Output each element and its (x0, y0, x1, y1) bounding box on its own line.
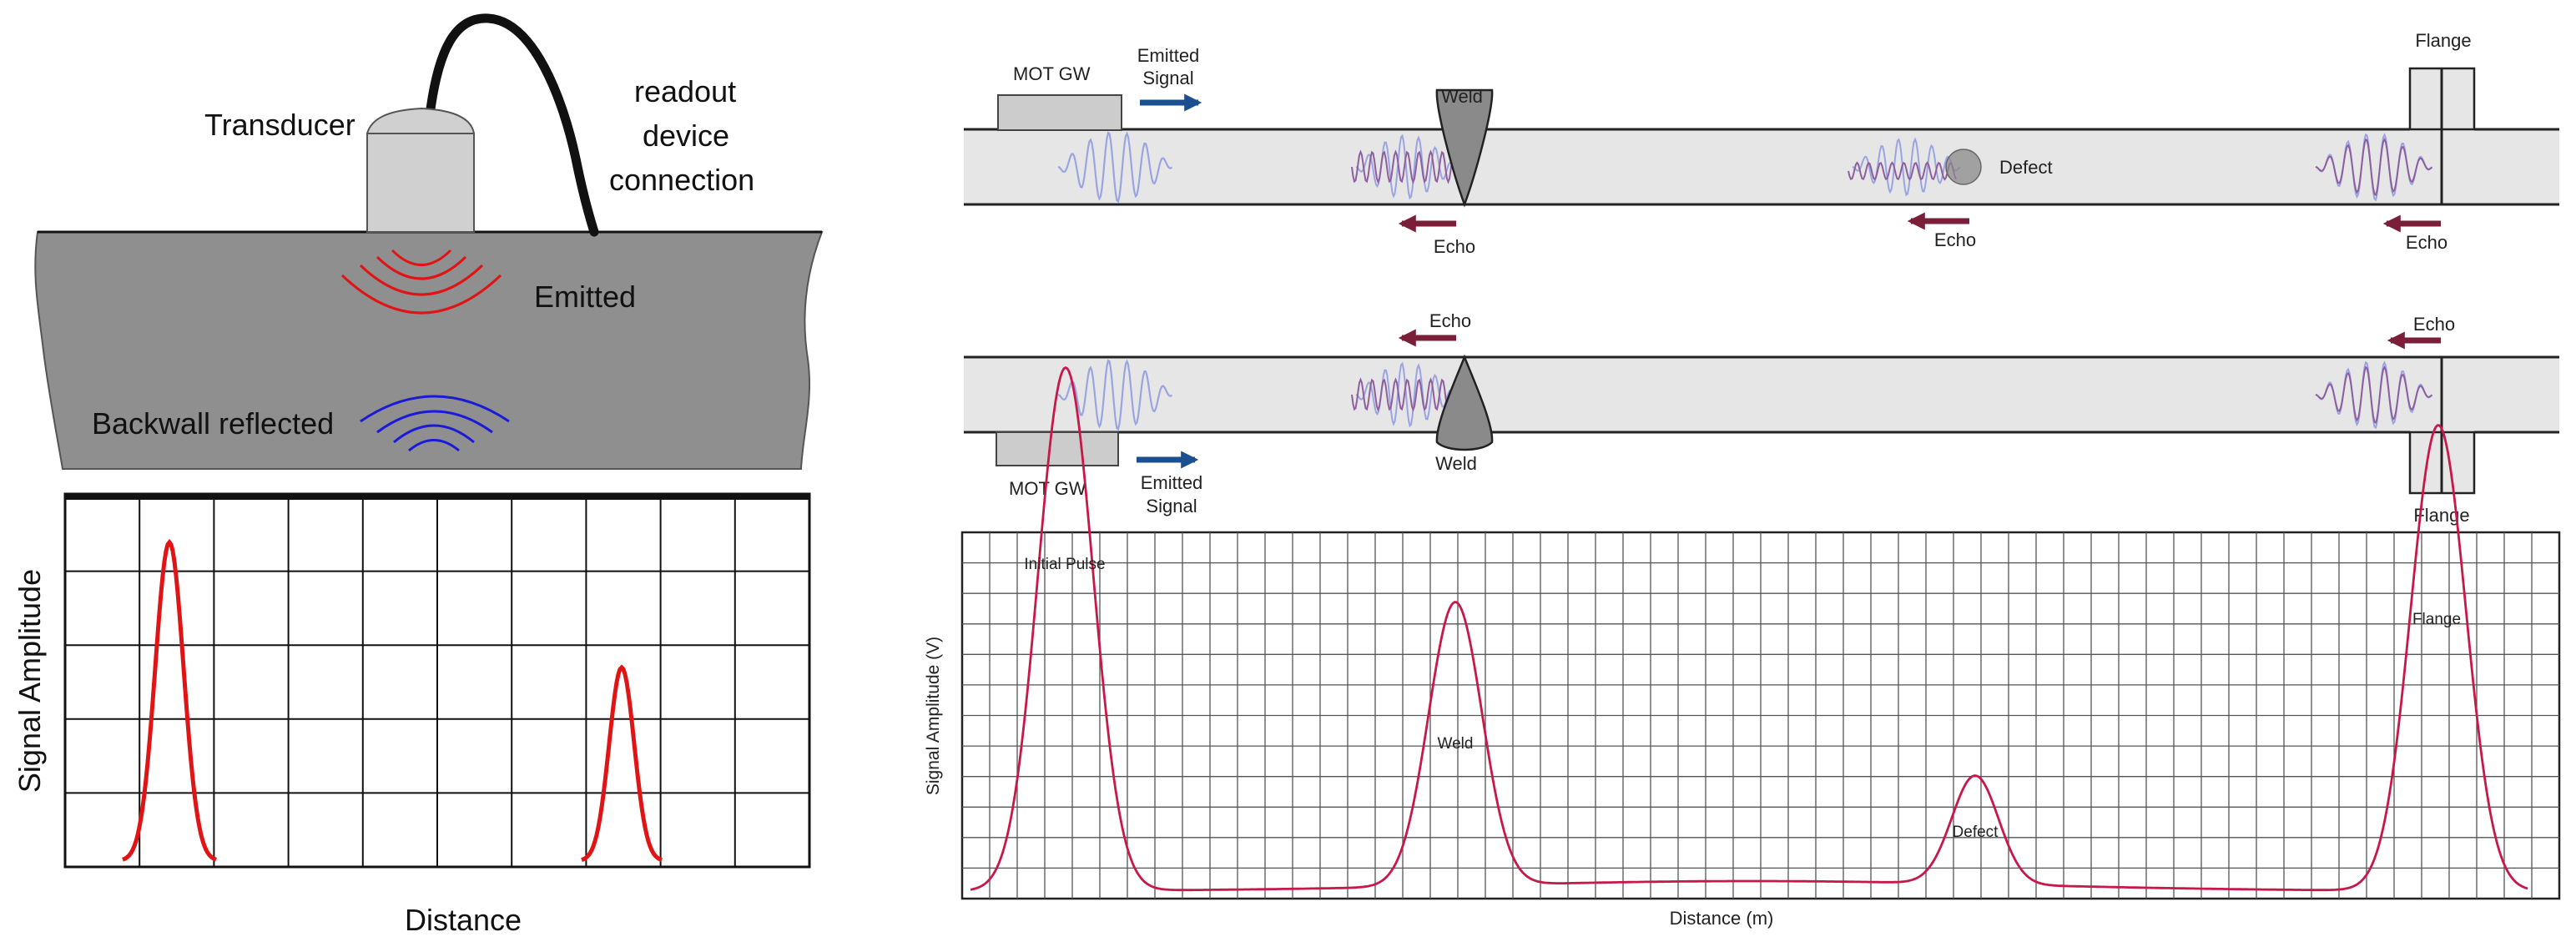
cable-label-line-1: readout (634, 74, 736, 108)
top-flange (2408, 67, 2476, 204)
backwall-reflected-waves (360, 395, 510, 452)
transducer-label: Transducer (204, 108, 355, 142)
top-pipe-diagram: MOT GW Emitted Signal Weld Defect Flange… (964, 30, 2559, 257)
right-chart: Initial Pulse Weld Defect Flange Signal … (924, 366, 2561, 929)
bottom-emitted-label-2: Signal (1146, 496, 1197, 516)
left-chart-grid (65, 497, 809, 867)
peak-label-initial-pulse: Initial Pulse (1024, 556, 1105, 573)
peak-label-defect: Defect (1953, 824, 1999, 841)
top-defect-incident-wave (1852, 137, 1961, 197)
bottom-flange (2408, 357, 2476, 495)
left-chart-emitted-pulse (122, 538, 217, 862)
top-mot-gw-label: MOT GW (1013, 63, 1091, 84)
top-mot-gw-tool (997, 94, 1122, 131)
top-pipe-body (964, 129, 2559, 204)
top-flange-echo-wave (2315, 138, 2433, 197)
bottom-pipe-diagram: Flange MOT GW Emitted Signal Weld Echo E… (964, 310, 2559, 526)
transducer (365, 107, 476, 233)
bottom-weld-echo-wave (1351, 377, 1453, 412)
emitted-label: Emitted (534, 280, 636, 314)
right-chart-grid (962, 532, 2559, 899)
cable-label-line-2: device (643, 118, 729, 153)
bottom-weld (1435, 354, 1494, 451)
bottom-flange-echo-label: Echo (2413, 314, 2455, 335)
steel-block (34, 231, 824, 470)
right-chart-xlabel: Distance (m) (1670, 908, 1774, 929)
right-chart-ylabel: Signal Amplitude (V) (924, 637, 943, 795)
readout-cable (425, 13, 599, 237)
top-weld-label: Weld (1441, 86, 1483, 107)
top-flange-label: Flange (2415, 30, 2471, 51)
emitted-waves (340, 249, 502, 315)
top-defect-echo-label: Echo (1934, 229, 1976, 250)
top-emitted-wave (1057, 131, 1173, 204)
top-weld-echo-label: Echo (1434, 236, 1475, 257)
top-defect-echo-wave (1848, 161, 1957, 181)
bottom-emitted-label-1: Emitted (1141, 472, 1203, 493)
bottom-mot-gw-label: MOT GW (1009, 478, 1086, 499)
top-defect-label: Defect (1999, 157, 2053, 178)
top-defect (1945, 149, 1982, 185)
cable-label-line-3: connection (609, 163, 754, 197)
left-chart-xlabel: Distance (405, 903, 522, 937)
bottom-flange-label: Flange (2413, 505, 2469, 526)
peak-label-flange: Flange (2412, 611, 2461, 628)
bottom-weld-label: Weld (1435, 453, 1477, 474)
top-weld-echo-wave (1351, 149, 1453, 184)
left-chart-backwall-pulse (581, 664, 663, 862)
backwall-label: Backwall reflected (92, 406, 334, 441)
bottom-pipe-body (964, 357, 2559, 432)
left-diagram: Transducer readout device connection Emi… (13, 13, 824, 937)
bottom-emitted-wave (1057, 359, 1173, 431)
top-emitted-label-2: Signal (1142, 68, 1193, 88)
peak-label-weld: Weld (1438, 735, 1474, 753)
top-emitted-label-1: Emitted (1137, 45, 1200, 66)
bottom-mot-gw-tool (996, 431, 1119, 466)
top-flange-echo-label: Echo (2406, 232, 2447, 253)
left-chart: Signal Amplitude Distance (13, 492, 811, 937)
left-chart-ylabel: Signal Amplitude (13, 569, 47, 793)
right-chart-signal-trace (970, 366, 2528, 892)
bottom-flange-echo-wave (2315, 365, 2433, 425)
bottom-weld-echo-label: Echo (1429, 310, 1471, 331)
top-weld (1435, 88, 1494, 208)
